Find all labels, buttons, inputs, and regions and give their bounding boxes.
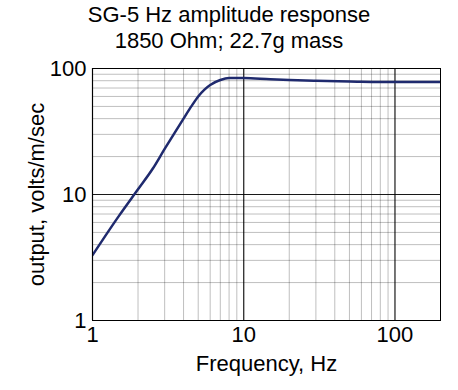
svg-text:100: 100 [50, 56, 87, 81]
svg-text:output, volts/m/sec: output, volts/m/sec [24, 103, 49, 286]
html-text:1850 Ohm; 22.7g mass: 1850 Ohm; 22.7g mass [114, 28, 344, 53]
svg-text:1: 1 [74, 308, 86, 333]
svg-text:1: 1 [86, 322, 98, 347]
svg-text:10: 10 [231, 322, 255, 347]
svg-text:10: 10 [62, 182, 86, 207]
svg-text:100: 100 [377, 322, 414, 347]
html-text:SG-5 Hz amplitude response: SG-5 Hz amplitude response [87, 2, 371, 27]
svg-text:Frequency, Hz: Frequency, Hz [196, 351, 337, 376]
